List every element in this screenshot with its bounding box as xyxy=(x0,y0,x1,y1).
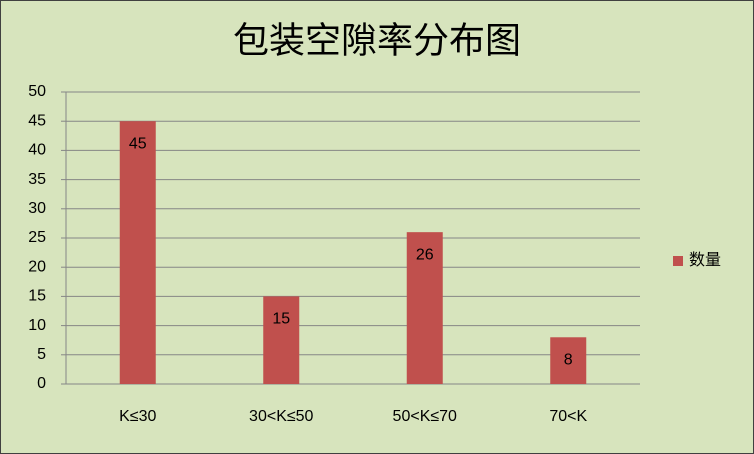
data-label: 8 xyxy=(564,351,573,368)
y-tick-label: 35 xyxy=(28,171,46,188)
y-tick-label: 25 xyxy=(28,229,46,246)
bar xyxy=(263,296,300,384)
bar xyxy=(119,121,156,384)
bar xyxy=(406,232,443,384)
y-tick-label: 20 xyxy=(28,258,46,275)
x-tick-label: K≤30 xyxy=(119,408,156,425)
bar xyxy=(550,337,587,384)
data-label: 26 xyxy=(416,246,434,263)
y-tick-label: 30 xyxy=(28,200,46,217)
data-label: 45 xyxy=(129,135,147,152)
x-tick-label: 30<K≤50 xyxy=(249,408,313,425)
y-tick-label: 45 xyxy=(28,112,46,129)
y-tick-label: 10 xyxy=(28,317,46,334)
y-tick-label: 40 xyxy=(28,142,46,159)
chart-title: 包装空隙率分布图 xyxy=(233,20,521,61)
legend-swatch xyxy=(673,256,683,266)
x-tick-label: 50<K≤70 xyxy=(393,408,457,425)
y-tick-label: 50 xyxy=(28,83,46,100)
legend-label: 数量 xyxy=(689,251,721,269)
data-label: 15 xyxy=(272,311,290,328)
y-tick-label: 0 xyxy=(37,375,46,392)
y-tick-label: 15 xyxy=(28,288,46,305)
x-tick-label: 70<K xyxy=(549,408,587,425)
y-tick-label: 5 xyxy=(37,346,46,363)
